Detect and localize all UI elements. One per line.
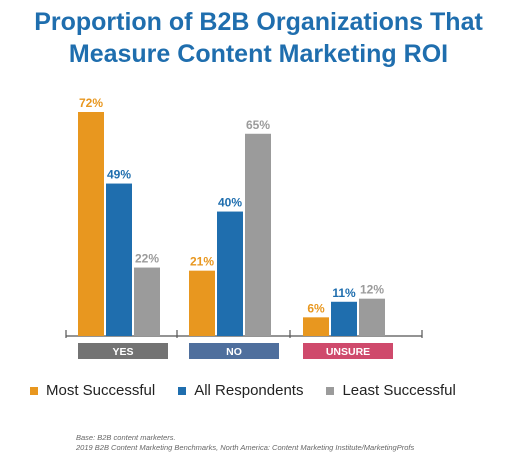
legend-label: Most Successful [46, 382, 156, 399]
legend-item-least-successful: Least Successful [326, 382, 456, 399]
legend-swatch [326, 386, 335, 395]
bar-no-least-successful [245, 133, 271, 336]
chart-title-line-1: Proportion of B2B Organizations That [34, 8, 483, 36]
data-label-yes-least-successful: 22% [135, 252, 159, 266]
footnote-source: 2019 B2B Content Marketing Benchmarks, N… [76, 443, 415, 452]
data-label-yes-all-respondents: 49% [107, 168, 131, 182]
bar-no-all-respondents [217, 211, 243, 336]
legend-item-most-successful: Most Successful [30, 382, 155, 399]
category-label-no: NO [226, 346, 242, 358]
data-label-unsure-all-respondents: 11% [332, 286, 356, 300]
bar-yes-all-respondents [106, 183, 132, 336]
footnote-base: Base: B2B content marketers. [76, 433, 176, 442]
chart-title: Proportion of B2B Organizations That Mea… [0, 6, 517, 70]
data-label-no-least-successful: 65% [246, 118, 270, 132]
category-label-box-unsure [303, 343, 393, 359]
bar-yes-least-successful [134, 267, 160, 336]
legend-label: Least Successful [342, 382, 456, 399]
bar-unsure-most-successful [303, 317, 329, 336]
category-label-yes: YES [112, 346, 133, 358]
data-label-no-most-successful: 21% [190, 255, 214, 269]
data-label-yes-most-successful: 72% [79, 96, 103, 110]
bar-no-most-successful [189, 270, 215, 336]
category-label-unsure: UNSURE [326, 346, 370, 358]
legend-item-all-respondents: All Respondents [178, 382, 303, 399]
data-label-unsure-most-successful: 6% [307, 301, 325, 315]
bar-unsure-all-respondents [331, 301, 357, 336]
legend-swatch [30, 386, 38, 395]
chart-title-line-2: Measure Content Marketing ROI [68, 40, 449, 68]
bar-yes-most-successful [78, 112, 104, 336]
bar-unsure-least-successful [359, 298, 385, 336]
legend-label: All Respondents [194, 382, 304, 399]
category-label-box-no [189, 343, 279, 359]
chart-legend: Most Successful All Respondents Least Su… [30, 382, 479, 399]
data-label-unsure-least-successful: 12% [360, 283, 384, 297]
data-label-no-all-respondents: 40% [218, 196, 242, 210]
category-label-box-yes [78, 343, 168, 359]
legend-swatch [178, 386, 187, 395]
